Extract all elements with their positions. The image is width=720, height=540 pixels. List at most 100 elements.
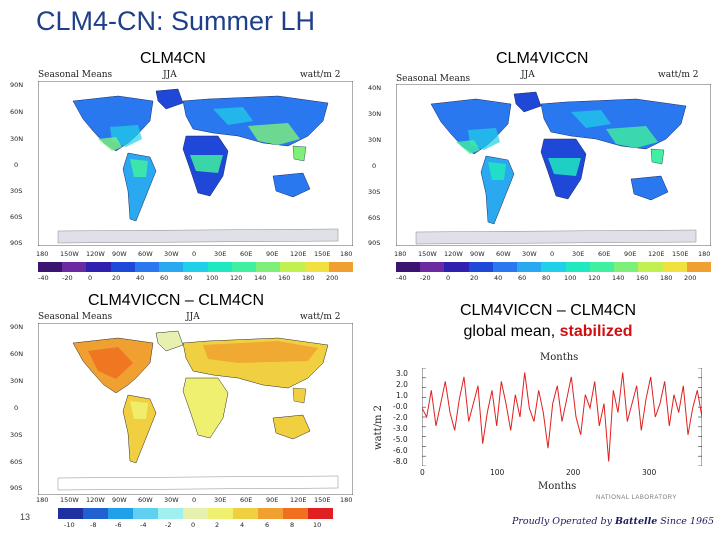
colorbar-label: 160: [636, 274, 649, 282]
colorbar-label: 2: [215, 521, 220, 529]
colorbar-label: 0: [191, 521, 196, 529]
colorbar-swatch: [541, 262, 566, 272]
timeseries-title: Months: [540, 352, 579, 363]
colorbar-label: 40: [494, 274, 503, 282]
lat-label: 90S: [10, 484, 23, 492]
continents-clm4viccn: [415, 91, 697, 245]
colorbar-swatch: [614, 262, 639, 272]
map-header-season: JJA: [186, 312, 200, 322]
lat-label: 0: [14, 161, 19, 169]
colorbar-label: 60: [518, 274, 527, 282]
lon-label: 30E: [572, 250, 585, 258]
colorbar-swatch: [133, 508, 158, 519]
lon-label: 0: [192, 250, 197, 258]
map-plot-clm4cn: [38, 81, 353, 246]
colorbar-label: 80: [542, 274, 551, 282]
colorbar-swatch: [134, 262, 160, 272]
colorbar-swatch: [308, 508, 333, 519]
colorbar-label: -40: [38, 274, 49, 282]
lon-label: 150W: [418, 250, 437, 258]
lon-label: 0: [550, 250, 555, 258]
colorbar-swatch: [517, 262, 542, 272]
timeseries-plot: [422, 368, 702, 466]
lon-label: 150E: [672, 250, 689, 258]
slide-title: CLM4-CN: Summer LH: [36, 6, 316, 36]
lon-label: 120W: [86, 496, 105, 504]
lat-label: 30N: [10, 377, 24, 385]
colorbar-label: -4: [140, 521, 147, 529]
lon-label: 180: [394, 250, 407, 258]
colorbar-label: -20: [420, 274, 431, 282]
ytick-label: -8.0: [393, 457, 408, 466]
ytick-label: -3.0: [393, 424, 408, 433]
lon-label: 90E: [266, 496, 279, 504]
colorbar-swatch: [280, 262, 305, 272]
lat-label: 0: [14, 404, 19, 412]
colorbar-label: 80: [184, 274, 193, 282]
lon-label: 0: [192, 496, 197, 504]
colorbar-swatch: [207, 262, 232, 272]
colorbar-label: -6: [115, 521, 122, 529]
lon-label: 120E: [290, 496, 307, 504]
colorbar-label: 0: [88, 274, 93, 282]
colorbar-swatch: [492, 262, 518, 272]
colorbar-label: 8: [290, 521, 295, 529]
colorbar-label: 10: [313, 521, 322, 529]
xtick-label: 0: [420, 468, 425, 477]
map-plot-difference: [38, 323, 353, 495]
lon-label: 60W: [138, 496, 153, 504]
colorbar-abs-clm4viccn: [396, 262, 712, 272]
map-header-units: watt/m 2: [300, 312, 341, 322]
colorbar-abs-clm4cn: [38, 262, 354, 272]
ytick-label: -5.0: [393, 435, 408, 444]
colorbar-label: -40: [396, 274, 407, 282]
lon-label: 30E: [214, 496, 227, 504]
colorbar-swatch: [686, 262, 712, 272]
colorbar-label: 60: [160, 274, 169, 282]
ytick-label: 3.0: [396, 369, 408, 378]
colorbar-label: 20: [470, 274, 479, 282]
panel-title-difference: CLM4VICCN – CLM4CN: [88, 292, 265, 309]
map-clm4viccn: Seasonal Means JJA watt/m 2 40N 30N 30N …: [366, 68, 716, 288]
lon-label: 90E: [624, 250, 637, 258]
colorbar-swatch: [258, 508, 283, 519]
colorbar-label: 20: [112, 274, 121, 282]
ytick-label: -2.0: [393, 413, 408, 422]
colorbar-swatch: [468, 262, 493, 272]
colorbar-swatch: [444, 262, 469, 272]
map-header-units: watt/m 2: [658, 70, 699, 80]
lon-label: 90W: [112, 250, 127, 258]
lat-label: 0: [372, 162, 377, 170]
colorbar-label: 40: [136, 274, 145, 282]
lon-label: 180: [698, 250, 711, 258]
map-clm4cn: Seasonal Means JJA watt/m 2 90N 60N 30N …: [8, 68, 358, 288]
map-header-season: JJA: [163, 70, 177, 80]
colorbar-swatch: [662, 262, 687, 272]
colorbar-label: 120: [588, 274, 601, 282]
colorbar-label: 6: [265, 521, 270, 529]
colorbar-swatch: [183, 262, 208, 272]
ytick-label: -0.0: [393, 402, 408, 411]
xtick-label: 100: [490, 468, 505, 477]
page-number: 13: [20, 512, 31, 522]
colorbar-label: 200: [326, 274, 339, 282]
lon-label: 30W: [164, 496, 179, 504]
lon-label: 60W: [496, 250, 511, 258]
series-line: [422, 372, 702, 462]
map-header-left: Seasonal Means: [38, 312, 113, 322]
colorbar-swatch: [328, 262, 354, 272]
colorbar-swatch: [58, 508, 83, 519]
lat-label: 30N: [368, 110, 382, 118]
colorbar-swatch: [183, 508, 208, 519]
lat-label: 60N: [10, 108, 24, 116]
timeseries-xlabel: Months: [538, 481, 577, 492]
ytick-label: 1.0: [396, 391, 408, 400]
colorbar-label: -20: [62, 274, 73, 282]
lon-label: 60W: [138, 250, 153, 258]
map-header-units: watt/m 2: [300, 70, 341, 80]
panel-title-global-mean: CLM4VICCN – CLM4CN global mean, stabiliz…: [460, 300, 636, 342]
colorbar-swatch: [304, 262, 329, 272]
lon-label: 30W: [522, 250, 537, 258]
footer-tagline: Proudly Operated by Battelle Since 1965: [512, 516, 714, 527]
stabilized-emphasis: stabilized: [559, 323, 633, 340]
